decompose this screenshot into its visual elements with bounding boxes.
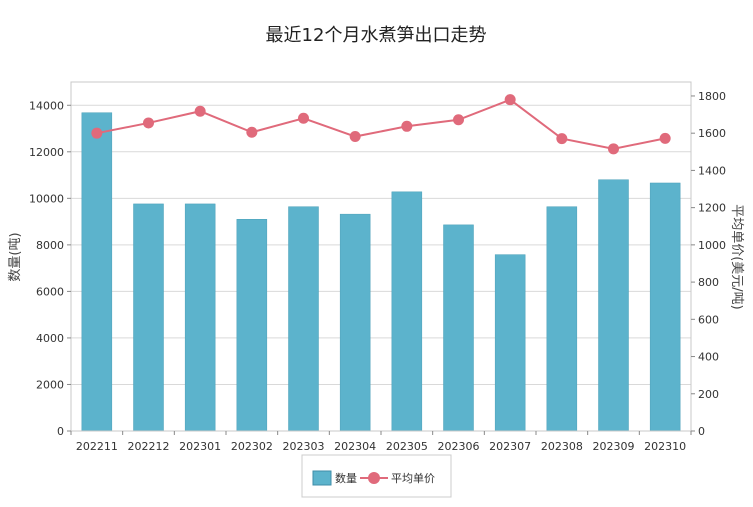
x-tick-label: 202302 bbox=[231, 440, 273, 453]
line-point bbox=[194, 105, 206, 117]
line-point bbox=[659, 132, 671, 144]
line-point bbox=[401, 120, 413, 132]
line-point bbox=[453, 114, 464, 126]
x-tick-label: 202304 bbox=[334, 440, 376, 453]
y2-tick-label: 1800 bbox=[698, 90, 726, 103]
y2-tick-label: 1200 bbox=[698, 202, 726, 215]
bar bbox=[81, 112, 113, 432]
y2-tick-label: 1600 bbox=[698, 127, 726, 140]
line-point bbox=[556, 133, 568, 145]
y-tick-label: 8000 bbox=[36, 239, 64, 252]
y2-tick-label: 0 bbox=[698, 425, 705, 438]
line-point bbox=[246, 126, 258, 138]
x-tick-label: 202303 bbox=[283, 440, 325, 453]
price-line bbox=[96, 98, 666, 150]
y-tick-label: 2000 bbox=[36, 378, 64, 391]
y-axis-title: 数量(吨) bbox=[8, 232, 23, 281]
line-point bbox=[608, 143, 619, 155]
bar bbox=[133, 203, 164, 432]
bar bbox=[546, 206, 578, 432]
bar-series bbox=[81, 112, 681, 432]
line-point bbox=[91, 127, 103, 139]
bar bbox=[443, 224, 474, 432]
legend-line-marker bbox=[368, 472, 380, 484]
y2-tick-label: 1400 bbox=[698, 164, 726, 177]
legend-bar-label: 数量 bbox=[335, 472, 357, 485]
y-tick-label: 10000 bbox=[29, 192, 64, 205]
tick-labels: 0 2000 4000 6000 8000 10000 12000 14000 0 200 400 6… bbox=[29, 90, 726, 453]
line-series bbox=[91, 94, 671, 155]
x-tick-label: 202309 bbox=[593, 440, 635, 453]
axes bbox=[67, 81, 695, 435]
y-tick-label: 14000 bbox=[29, 99, 64, 112]
x-tick-label: 202305 bbox=[386, 440, 428, 453]
line-point bbox=[298, 112, 309, 124]
bar bbox=[649, 182, 681, 432]
y2-tick-label: 400 bbox=[698, 351, 719, 364]
x-tick-label: 202306 bbox=[438, 440, 480, 453]
x-tick-label: 202211 bbox=[76, 440, 118, 453]
y-tick-label: 12000 bbox=[29, 146, 64, 159]
y2-tick-label: 1000 bbox=[698, 239, 726, 252]
x-tick-label: 202307 bbox=[489, 440, 531, 453]
y-tick-label: 6000 bbox=[36, 285, 64, 298]
bar bbox=[494, 254, 526, 432]
plot-border bbox=[70, 81, 692, 432]
bar bbox=[339, 213, 371, 432]
y2-tick-label: 600 bbox=[698, 313, 719, 326]
bar bbox=[184, 203, 216, 432]
x-tick-label: 202301 bbox=[179, 440, 221, 453]
x-tick-label: 202212 bbox=[128, 440, 170, 453]
x-tick-label: 202308 bbox=[541, 440, 583, 453]
bar bbox=[236, 219, 268, 432]
legend-bar-swatch bbox=[312, 470, 332, 486]
y2-axis-title: 平均单价(美元/吨) bbox=[729, 204, 744, 310]
line-point bbox=[349, 131, 361, 143]
bar bbox=[288, 206, 319, 432]
bar bbox=[391, 191, 423, 432]
chart-title: 最近12个月水煮笋出口走势 bbox=[266, 25, 487, 46]
y2-tick-label: 200 bbox=[698, 388, 719, 401]
bar bbox=[598, 179, 629, 432]
legend: 数量 平均单价 bbox=[301, 454, 452, 498]
line-point bbox=[504, 94, 516, 106]
line-point bbox=[143, 117, 154, 129]
y2-tick-label: 800 bbox=[698, 276, 719, 289]
x-tick-label: 202310 bbox=[644, 440, 686, 453]
y-tick-label: 0 bbox=[57, 425, 64, 438]
y-tick-label: 4000 bbox=[36, 332, 64, 345]
legend-line-label: 平均单价 bbox=[391, 472, 435, 485]
grid-lines bbox=[71, 104, 691, 432]
